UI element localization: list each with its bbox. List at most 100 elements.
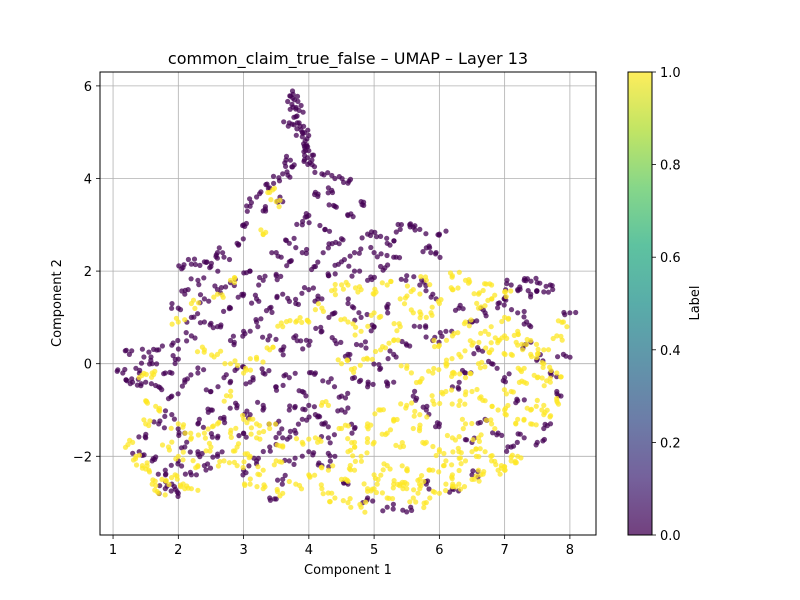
data-point: [280, 352, 286, 358]
data-point: [231, 459, 237, 465]
data-point: [137, 367, 143, 373]
data-point: [308, 370, 314, 376]
data-point: [254, 194, 260, 200]
data-point: [352, 424, 358, 431]
data-point: [379, 431, 385, 437]
data-point: [223, 372, 229, 378]
data-point: [296, 107, 302, 113]
data-point: [397, 296, 403, 302]
data-point: [206, 298, 212, 304]
data-point: [236, 433, 242, 439]
data-point: [130, 379, 136, 385]
data-point: [243, 381, 249, 387]
data-point: [548, 413, 554, 419]
data-point: [443, 481, 449, 487]
data-point: [428, 250, 434, 256]
data-point: [378, 313, 384, 320]
data-point: [215, 268, 221, 274]
data-point: [280, 291, 286, 297]
data-point: [306, 436, 312, 442]
data-point: [228, 378, 234, 384]
x-tick-label: 7: [500, 543, 508, 558]
data-point: [443, 228, 449, 234]
data-point: [244, 451, 251, 457]
data-point: [477, 446, 483, 452]
data-point: [345, 212, 351, 218]
data-point: [533, 422, 539, 428]
data-point: [342, 395, 349, 401]
colorbar: [627, 71, 653, 536]
data-point: [534, 288, 540, 294]
data-point: [266, 421, 272, 427]
data-point: [179, 383, 185, 389]
data-point: [283, 319, 290, 325]
data-point: [197, 262, 203, 268]
data-point: [545, 289, 552, 295]
data-point: [235, 441, 242, 447]
data-point: [218, 322, 224, 328]
data-point: [174, 489, 180, 495]
data-point: [533, 275, 539, 281]
data-point: [386, 340, 392, 346]
data-point: [203, 387, 209, 393]
data-point: [328, 376, 334, 382]
data-point: [262, 204, 268, 210]
data-point: [449, 373, 455, 379]
data-point: [433, 251, 439, 257]
data-point: [499, 432, 505, 438]
data-point: [227, 405, 233, 411]
data-point: [370, 291, 376, 297]
data-point: [166, 481, 172, 488]
data-point: [311, 164, 318, 170]
x-tick-label: 1: [109, 543, 117, 558]
data-point: [427, 282, 433, 288]
data-point: [188, 276, 194, 282]
data-point: [541, 289, 547, 295]
data-point: [529, 421, 535, 427]
data-point: [431, 365, 437, 372]
data-point: [384, 235, 390, 241]
data-point: [509, 352, 515, 358]
data-point: [503, 391, 509, 397]
data-point: [234, 362, 241, 368]
data-point: [298, 486, 305, 492]
data-point: [541, 425, 547, 432]
data-point: [175, 426, 181, 432]
data-point: [358, 377, 364, 383]
data-point: [280, 171, 286, 177]
data-point: [505, 316, 511, 322]
data-point: [469, 449, 475, 455]
data-point: [480, 287, 486, 294]
data-point: [315, 191, 321, 197]
data-point: [436, 343, 442, 349]
data-point: [356, 310, 362, 316]
data-point: [380, 508, 386, 514]
data-point: [540, 364, 546, 370]
data-point: [352, 285, 359, 291]
data-point: [462, 401, 468, 407]
data-point: [437, 400, 443, 407]
data-point: [163, 471, 169, 477]
data-point: [396, 255, 403, 261]
data-point: [398, 222, 404, 228]
data-point: [192, 335, 198, 341]
data-point: [457, 486, 464, 492]
data-point: [182, 287, 188, 293]
data-point: [280, 476, 286, 482]
data-point: [260, 334, 266, 340]
data-point: [457, 371, 463, 377]
data-point: [482, 303, 488, 309]
data-point: [254, 484, 260, 490]
data-point: [293, 114, 299, 120]
data-point: [554, 370, 560, 376]
data-point: [489, 296, 495, 302]
data-point: [490, 430, 496, 436]
data-point: [399, 463, 405, 469]
data-point: [296, 388, 302, 394]
data-point: [528, 278, 534, 284]
data-point: [236, 241, 242, 247]
data-point: [372, 348, 379, 355]
data-point: [370, 381, 376, 387]
data-point: [217, 458, 223, 465]
data-point: [368, 328, 374, 334]
